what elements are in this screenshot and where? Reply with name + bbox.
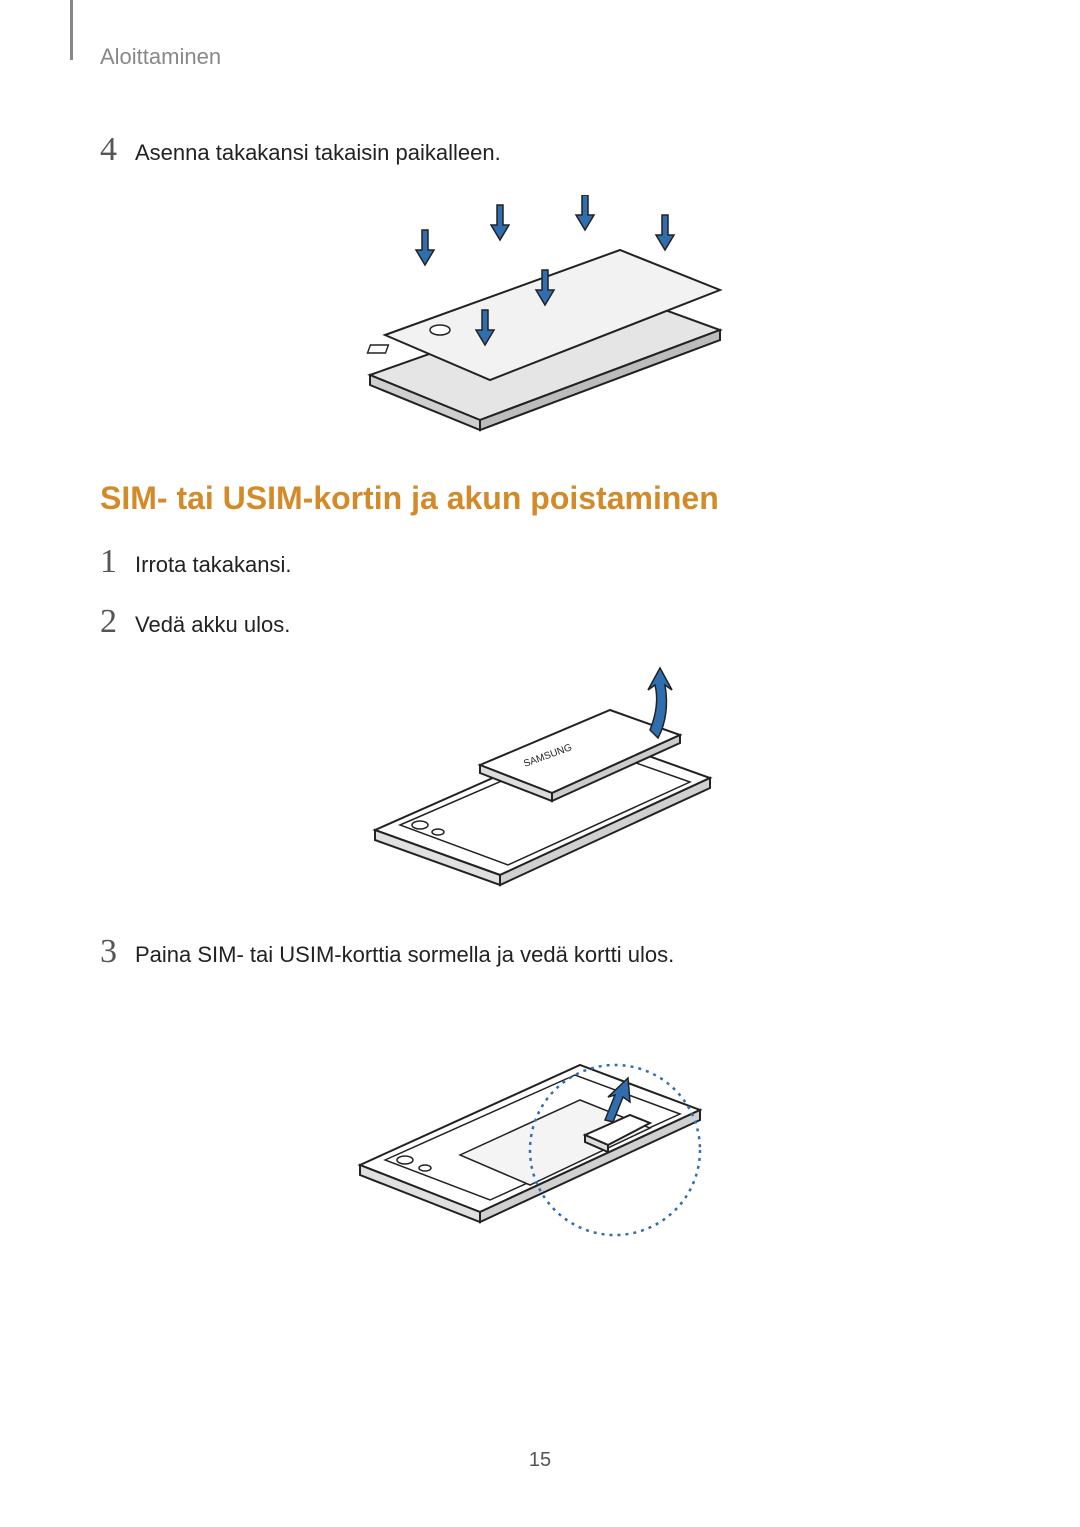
step-2-row: 2 Vedä akku ulos. (100, 605, 290, 639)
step-3-row: 3 Paina SIM- tai USIM-korttia sormella j… (100, 935, 674, 969)
step-4-number: 4 (100, 133, 117, 167)
page-section-title: Aloittaminen (100, 44, 221, 70)
step-1-number: 1 (100, 545, 117, 579)
figure-back-cover-install (330, 195, 750, 440)
step-1-row: 1 Irrota takakansi. (100, 545, 292, 579)
step-4-row: 4 Asenna takakansi takaisin paikalleen. (100, 133, 501, 167)
page-number: 15 (529, 1449, 551, 1472)
step-3-text: Paina SIM- tai USIM-korttia sormella ja … (135, 942, 674, 968)
figure-remove-battery: SAMSUNG (350, 660, 730, 905)
step-1-text: Irrota takakansi. (135, 552, 292, 578)
step-2-text: Vedä akku ulos. (135, 612, 290, 638)
step-2-number: 2 (100, 605, 117, 639)
section-heading: SIM- tai USIM-kortin ja akun poistaminen (100, 480, 719, 517)
step-4-text: Asenna takakansi takaisin paikalleen. (135, 140, 501, 166)
step-3-number: 3 (100, 935, 117, 969)
header-rule (70, 0, 73, 60)
figure-remove-sim (330, 1000, 750, 1265)
